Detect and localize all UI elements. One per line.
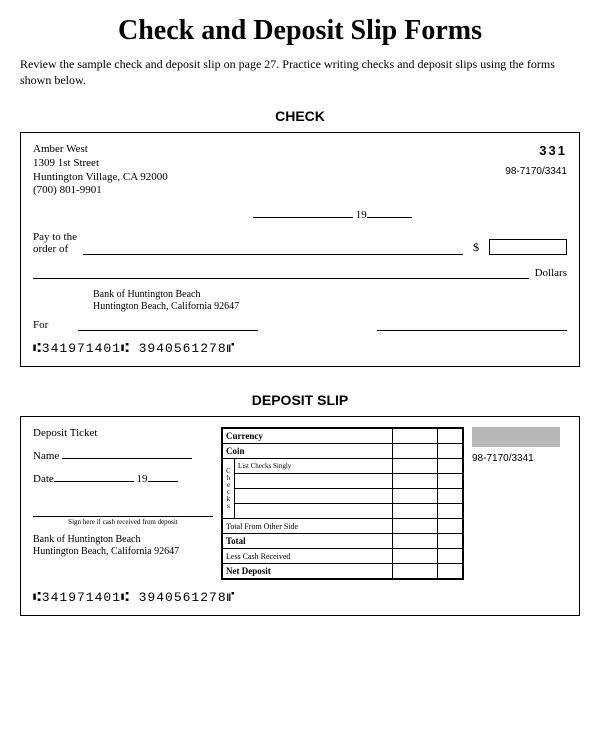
dep-date-line[interactable] <box>54 470 134 482</box>
name-row: Name <box>33 447 213 462</box>
payer-city: Huntington Village, CA 92000 <box>33 171 168 185</box>
dep-signature-line[interactable] <box>33 503 213 517</box>
deposit-heading: DEPOSIT SLIP <box>20 392 580 408</box>
payer-name: Amber West <box>33 143 168 157</box>
deposit-micr: ⑆341971401⑆ 3940561278⑈ <box>33 590 567 605</box>
checks-vertical: Checks <box>223 459 235 519</box>
row-list-checks: List Checks Singly <box>235 459 393 474</box>
dollar-sign: $ <box>469 240 483 255</box>
dep-routing-display: 98-7170/3341 <box>472 453 567 464</box>
date-row: 19 <box>253 206 567 221</box>
row-total: Total <box>223 534 393 549</box>
check-heading: CHECK <box>20 108 580 124</box>
payer-block: Amber West 1309 1st Street Huntington Vi… <box>33 143 168 198</box>
row-coin: Coin <box>223 444 393 459</box>
page-title: Check and Deposit Slip Forms <box>20 15 580 47</box>
payee-line[interactable] <box>83 243 463 255</box>
check-routing-display: 98-7170/3341 <box>505 166 567 177</box>
memo-line[interactable] <box>78 319 258 331</box>
row-less-cash: Less Cash Received <box>223 549 393 564</box>
amount-words-line[interactable] <box>33 267 529 279</box>
payer-street: 1309 1st Street <box>33 157 168 171</box>
dep-bank-block: Bank of Huntington Beach Huntington Beac… <box>33 534 213 558</box>
row-currency: Currency <box>223 429 393 444</box>
instructions: Review the sample check and deposit slip… <box>20 57 580 88</box>
payto-label: Pay to theorder of <box>33 231 77 255</box>
row-total-other: Total From Other Side <box>223 519 393 534</box>
check-number: 331 <box>505 143 567 158</box>
deposit-ticket-label: Deposit Ticket <box>33 427 213 439</box>
for-label: For <box>33 319 48 331</box>
deposit-table: Currency Coin ChecksList Checks Singly T… <box>221 427 464 580</box>
sign-caption: Sign here if cash received from deposit <box>33 518 213 526</box>
bank-block: Bank of Huntington Beach Huntington Beac… <box>93 289 567 313</box>
check-micr: ⑆341971401⑆ 3940561278⑈ <box>33 341 567 356</box>
signature-line[interactable] <box>377 319 567 331</box>
century-prefix: 19 <box>356 209 367 221</box>
dollars-label: Dollars <box>535 267 567 279</box>
check-form: Amber West 1309 1st Street Huntington Vi… <box>20 132 580 367</box>
row-net: Net Deposit <box>223 564 393 579</box>
date-row-deposit: Date 19 <box>33 470 213 485</box>
gray-box <box>472 427 560 447</box>
deposit-form: Deposit Ticket Name Date 19 Sign here if… <box>20 416 580 616</box>
name-line[interactable] <box>62 447 192 459</box>
amount-box[interactable] <box>489 239 567 255</box>
payer-phone: (700) 801-9901 <box>33 184 168 198</box>
